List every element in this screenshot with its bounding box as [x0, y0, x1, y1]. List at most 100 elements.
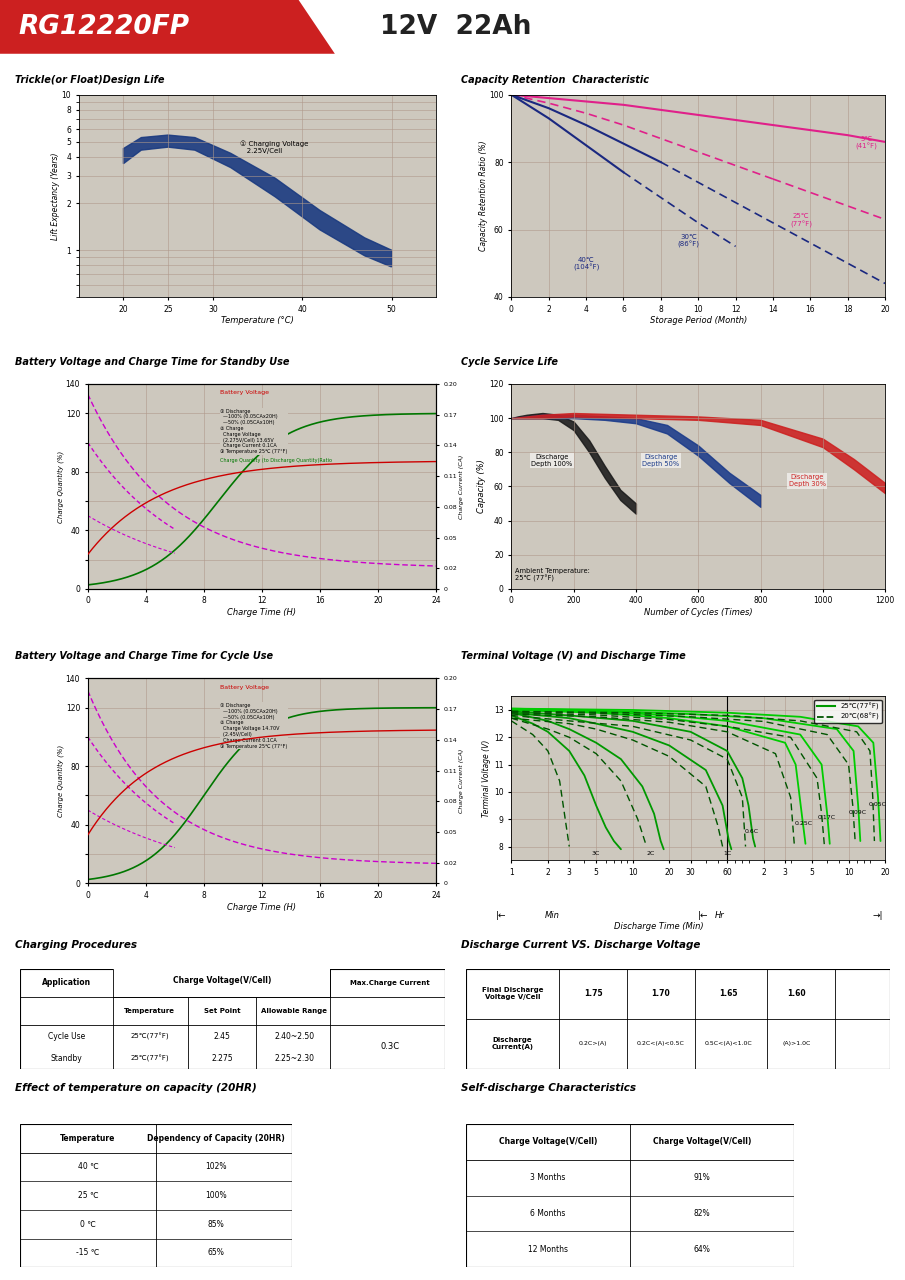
Text: 40 ℃: 40 ℃	[78, 1162, 99, 1171]
Text: 40℃
(104°F): 40℃ (104°F)	[573, 257, 599, 271]
Polygon shape	[0, 0, 335, 54]
Text: 91%: 91%	[694, 1172, 710, 1183]
Text: 0.2C>(A): 0.2C>(A)	[579, 1042, 607, 1046]
Text: Allowable Range: Allowable Range	[262, 1007, 328, 1014]
Text: 3C: 3C	[592, 851, 600, 856]
Text: 0.5C<(A)<1.0C: 0.5C<(A)<1.0C	[705, 1042, 753, 1046]
Text: Charge Quantity (to Discharge Quantity)Ratio: Charge Quantity (to Discharge Quantity)R…	[220, 458, 332, 463]
Text: 0.05C: 0.05C	[869, 801, 887, 806]
Text: 1.70: 1.70	[652, 989, 671, 998]
Text: 0.3C: 0.3C	[380, 1042, 399, 1051]
Text: 5℃
(41°F): 5℃ (41°F)	[855, 136, 877, 150]
Text: Charge Voltage(V/Cell): Charge Voltage(V/Cell)	[173, 977, 272, 986]
Text: 102%: 102%	[205, 1162, 226, 1171]
Text: Discharge
Depth 100%: Discharge Depth 100%	[531, 454, 573, 467]
Text: 85%: 85%	[207, 1220, 224, 1229]
Text: |←: |←	[496, 911, 507, 920]
Text: Charge Voltage(V/Cell): Charge Voltage(V/Cell)	[653, 1137, 751, 1147]
Text: 25℃
(77°F): 25℃ (77°F)	[790, 214, 812, 228]
Text: 2.40~2.50: 2.40~2.50	[274, 1033, 314, 1042]
Text: 2.25~2.30: 2.25~2.30	[274, 1055, 314, 1064]
Text: Application: Application	[43, 978, 91, 987]
X-axis label: Charge Time (H): Charge Time (H)	[227, 608, 297, 617]
Text: 64%: 64%	[693, 1244, 710, 1254]
Text: 0.25C: 0.25C	[795, 820, 813, 826]
Text: ① Charging Voltage
   2.25V/Cell: ① Charging Voltage 2.25V/Cell	[240, 141, 308, 155]
Y-axis label: Capacity (%): Capacity (%)	[478, 460, 486, 513]
X-axis label: Number of Cycles (Times): Number of Cycles (Times)	[643, 608, 753, 617]
Text: Min: Min	[545, 911, 559, 920]
Text: Discharge Current VS. Discharge Voltage: Discharge Current VS. Discharge Voltage	[462, 940, 700, 950]
Text: Battery Voltage and Charge Time for Cycle Use: Battery Voltage and Charge Time for Cycl…	[15, 652, 273, 662]
Text: ① Discharge
  —100% (0.05CAx20H)
  —50% (0.05CAx10H)
② Charge
  Charge Voltage
 : ① Discharge —100% (0.05CAx20H) —50% (0.0…	[220, 408, 288, 454]
Text: 0.09C: 0.09C	[848, 810, 866, 815]
Text: Dependency of Capacity (20HR): Dependency of Capacity (20HR)	[147, 1134, 285, 1143]
Text: Temperature: Temperature	[124, 1007, 176, 1014]
Text: Standby: Standby	[51, 1055, 82, 1064]
Text: Ambient Temperature:
25℃ (77°F): Ambient Temperature: 25℃ (77°F)	[515, 568, 590, 582]
Text: 25 ℃: 25 ℃	[78, 1190, 99, 1201]
Text: -15 ℃: -15 ℃	[76, 1248, 100, 1257]
Text: 2.45: 2.45	[214, 1033, 231, 1042]
Text: 25℃(77°F): 25℃(77°F)	[130, 1033, 169, 1041]
Y-axis label: Charge Current (CA): Charge Current (CA)	[459, 454, 464, 518]
Text: 0.6C: 0.6C	[744, 829, 758, 833]
Text: 0.2C<(A)<0.5C: 0.2C<(A)<0.5C	[637, 1042, 685, 1046]
Legend: 25℃(77°F), 20℃(68°F): 25℃(77°F), 20℃(68°F)	[814, 700, 881, 723]
Y-axis label: Charge Quantity (%): Charge Quantity (%)	[58, 451, 64, 522]
Text: Self-discharge Characteristics: Self-discharge Characteristics	[462, 1083, 636, 1093]
Text: 3 Months: 3 Months	[530, 1172, 566, 1183]
Text: Discharge
Depth 30%: Discharge Depth 30%	[789, 475, 825, 488]
Text: Max.Charge Current: Max.Charge Current	[350, 980, 430, 986]
X-axis label: Temperature (°C): Temperature (°C)	[221, 316, 294, 325]
Bar	[113, 969, 330, 997]
Y-axis label: Charge Current (CA): Charge Current (CA)	[459, 749, 464, 813]
Text: 82%: 82%	[694, 1208, 710, 1219]
Text: RG12220FP: RG12220FP	[18, 14, 189, 40]
Text: Discharge
Current(A): Discharge Current(A)	[491, 1037, 534, 1051]
X-axis label: Charge Time (H): Charge Time (H)	[227, 902, 297, 911]
Text: 2.275: 2.275	[211, 1055, 233, 1064]
Text: Discharge
Depth 50%: Discharge Depth 50%	[643, 454, 680, 467]
Text: 1.60: 1.60	[787, 989, 805, 998]
Text: Final Discharge
Voltage V/Cell: Final Discharge Voltage V/Cell	[482, 987, 543, 1001]
Text: Battery Voltage: Battery Voltage	[220, 685, 269, 690]
Text: |←: |←	[698, 911, 708, 920]
Text: 1.65: 1.65	[719, 989, 738, 998]
Text: Charging Procedures: Charging Procedures	[15, 940, 138, 950]
Text: Cycle Service Life: Cycle Service Life	[462, 357, 558, 367]
Text: 1.75: 1.75	[584, 989, 603, 998]
Text: 12V  22Ah: 12V 22Ah	[380, 14, 531, 40]
Text: 6 Months: 6 Months	[530, 1208, 566, 1219]
Text: Temperature: Temperature	[61, 1134, 116, 1143]
X-axis label: Storage Period (Month): Storage Period (Month)	[650, 316, 747, 325]
Text: Battery Voltage: Battery Voltage	[220, 390, 269, 396]
Text: 2C: 2C	[646, 851, 654, 856]
Text: Trickle(or Float)Design Life: Trickle(or Float)Design Life	[15, 76, 165, 84]
Y-axis label: Capacity Retention Ratio (%): Capacity Retention Ratio (%)	[479, 141, 488, 251]
Text: →|: →|	[872, 911, 882, 920]
Text: 0 ℃: 0 ℃	[80, 1220, 96, 1229]
Y-axis label: Terminal Voltage (V): Terminal Voltage (V)	[482, 740, 491, 817]
Y-axis label: Lift Expectancy (Years): Lift Expectancy (Years)	[51, 152, 60, 239]
Text: 1C: 1C	[723, 851, 731, 856]
Text: Battery Voltage and Charge Time for Standby Use: Battery Voltage and Charge Time for Stan…	[15, 357, 290, 367]
Text: 25℃(77°F): 25℃(77°F)	[130, 1055, 169, 1062]
Y-axis label: Charge Quantity (%): Charge Quantity (%)	[58, 745, 64, 817]
Text: (A)>1.0C: (A)>1.0C	[782, 1042, 811, 1046]
Text: ① Discharge
  —100% (0.05CAx20H)
  —50% (0.05CAx10H)
② Charge
  Charge Voltage 1: ① Discharge —100% (0.05CAx20H) —50% (0.0…	[220, 703, 288, 749]
Text: Discharge Time (Min): Discharge Time (Min)	[614, 922, 704, 931]
Text: Capacity Retention  Characteristic: Capacity Retention Characteristic	[462, 76, 650, 84]
Text: Hr: Hr	[715, 911, 725, 920]
Text: 12 Months: 12 Months	[528, 1244, 568, 1254]
Text: 65%: 65%	[207, 1248, 224, 1257]
Text: 0.17C: 0.17C	[818, 815, 836, 820]
Text: Effect of temperature on capacity (20HR): Effect of temperature on capacity (20HR)	[15, 1083, 257, 1093]
Text: Terminal Voltage (V) and Discharge Time: Terminal Voltage (V) and Discharge Time	[462, 652, 686, 662]
Text: 100%: 100%	[205, 1190, 226, 1201]
Text: Set Point: Set Point	[204, 1007, 240, 1014]
Text: Charge Voltage(V/Cell): Charge Voltage(V/Cell)	[499, 1137, 597, 1147]
Text: 30℃
(86°F): 30℃ (86°F)	[678, 233, 700, 248]
Polygon shape	[123, 136, 392, 268]
Text: Cycle Use: Cycle Use	[48, 1033, 85, 1042]
